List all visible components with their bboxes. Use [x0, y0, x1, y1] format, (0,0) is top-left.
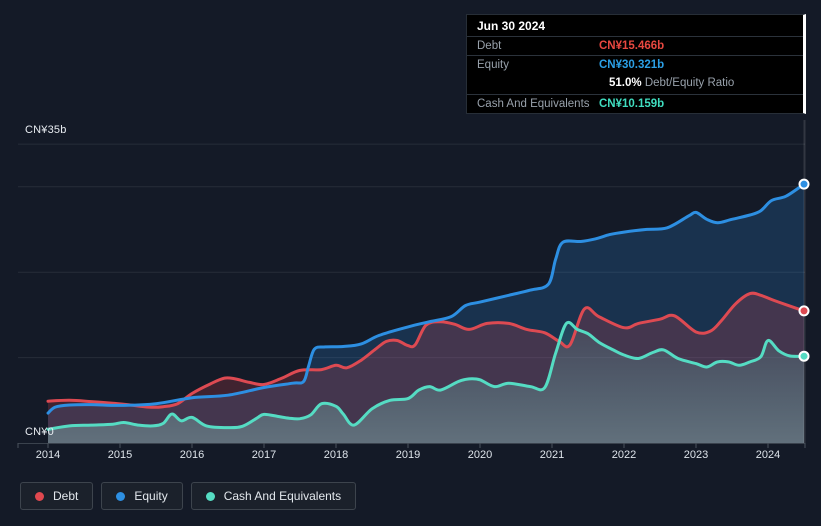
tooltip-ratio-label: Debt/Equity Ratio	[645, 77, 735, 89]
x-axis-tick-label: 2021	[540, 449, 564, 461]
y-axis-label-zero: CN¥0	[25, 426, 54, 438]
x-axis-tick-label: 2018	[324, 449, 348, 461]
legend-item-label: Debt	[53, 489, 78, 503]
x-axis-tick-label: 2020	[468, 449, 492, 461]
legend-swatch-icon	[206, 492, 215, 501]
tooltip-cash-value: CN¥10.159b	[599, 97, 664, 111]
legend-item-label: Cash And Equivalents	[224, 489, 341, 503]
y-axis-label-max: CN¥35b	[25, 124, 67, 136]
tooltip-row-debt: Debt CN¥15.466b	[467, 37, 803, 56]
x-axis-tick-label: 2015	[108, 449, 132, 461]
x-axis-tick-label: 2023	[684, 449, 708, 461]
x-axis-tick-label: 2017	[252, 449, 276, 461]
x-axis-tick-label: 2022	[612, 449, 636, 461]
tooltip-equity-label: Equity	[477, 58, 599, 72]
legend-item-equity[interactable]: Equity	[101, 482, 182, 510]
x-axis-tick-label: 2016	[180, 449, 204, 461]
hover-tooltip: Jun 30 2024 Debt CN¥15.466b Equity CN¥30…	[466, 14, 806, 114]
x-axis-tick-label: 2014	[36, 449, 60, 461]
tooltip-debt-label: Debt	[477, 39, 599, 53]
debt-equity-history-chart: CN¥35b CN¥0 2014 2015 2016 2017 2018 2019 2020…	[0, 0, 821, 526]
x-axis-tick-label: 2024	[756, 449, 780, 461]
chart-legend: Debt Equity Cash And Equivalents	[20, 482, 356, 510]
legend-item-cash-and-equivalents[interactable]: Cash And Equivalents	[191, 482, 356, 510]
tooltip-equity-value: CN¥30.321b	[599, 58, 664, 72]
tooltip-row-ratio: 51.0% Debt/Equity Ratio	[467, 74, 803, 95]
tooltip-debt-value: CN¥15.466b	[599, 39, 664, 53]
tooltip-ratio-value: 51.0%	[609, 77, 642, 89]
tooltip-row-cash: Cash And Equivalents CN¥10.159b	[467, 95, 803, 113]
legend-swatch-icon	[35, 492, 44, 501]
tooltip-cash-label: Cash And Equivalents	[477, 97, 599, 111]
tooltip-date: Jun 30 2024	[467, 15, 803, 37]
legend-item-debt[interactable]: Debt	[20, 482, 93, 510]
x-axis-labels: 2014 2015 2016 2017 2018 2019 2020 2021 2022 2023…	[0, 449, 821, 465]
legend-swatch-icon	[116, 492, 125, 501]
tooltip-row-equity: Equity CN¥30.321b	[467, 56, 803, 74]
x-axis-tick-label: 2019	[396, 449, 420, 461]
legend-item-label: Equity	[134, 489, 167, 503]
